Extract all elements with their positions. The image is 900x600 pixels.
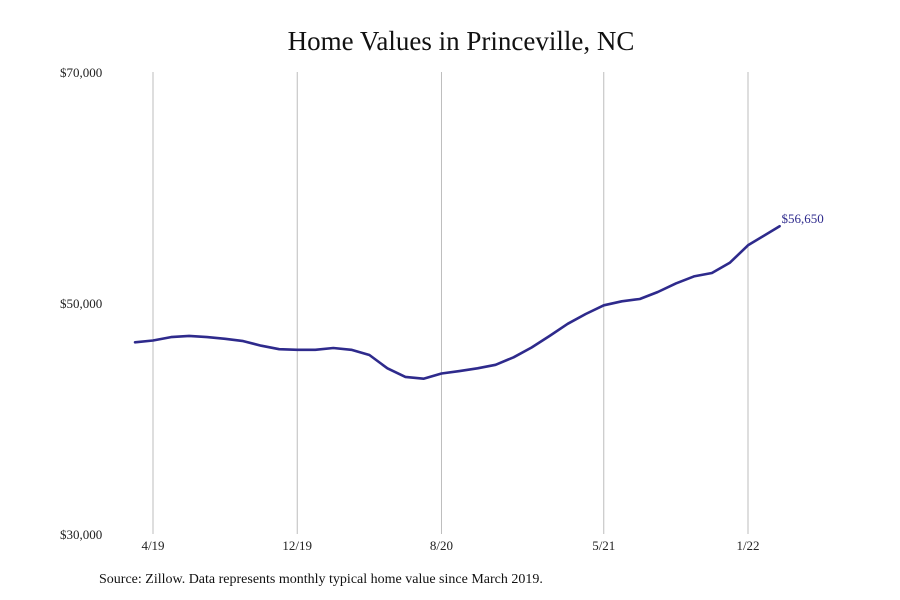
gridlines (152, 72, 749, 534)
end-value-label: $56,650 (782, 211, 824, 226)
x-tick-label: 12/19 (282, 538, 312, 553)
series-line (133, 224, 781, 381)
source-note: Source: Zillow. Data represents monthly … (99, 572, 543, 587)
series-layer (133, 224, 781, 381)
y-tick-label: $50,000 (60, 296, 102, 311)
x-tick-label: 4/19 (141, 538, 164, 553)
chart-title: Home Values in Princeville, NC (287, 26, 635, 56)
y-tick-label: $70,000 (60, 65, 102, 80)
x-axis-tick-labels: 4/19 12/19 8/20 5/21 1/22 (141, 538, 759, 553)
x-tick-label: 1/22 (736, 538, 759, 553)
data-labels: $56,650 (782, 211, 824, 226)
x-tick-label: 5/21 (592, 538, 615, 553)
x-tick-label: 8/20 (430, 538, 453, 553)
y-axis-tick-labels: $30,000 $50,000 $70,000 (60, 65, 102, 542)
y-tick-label: $30,000 (60, 527, 102, 542)
